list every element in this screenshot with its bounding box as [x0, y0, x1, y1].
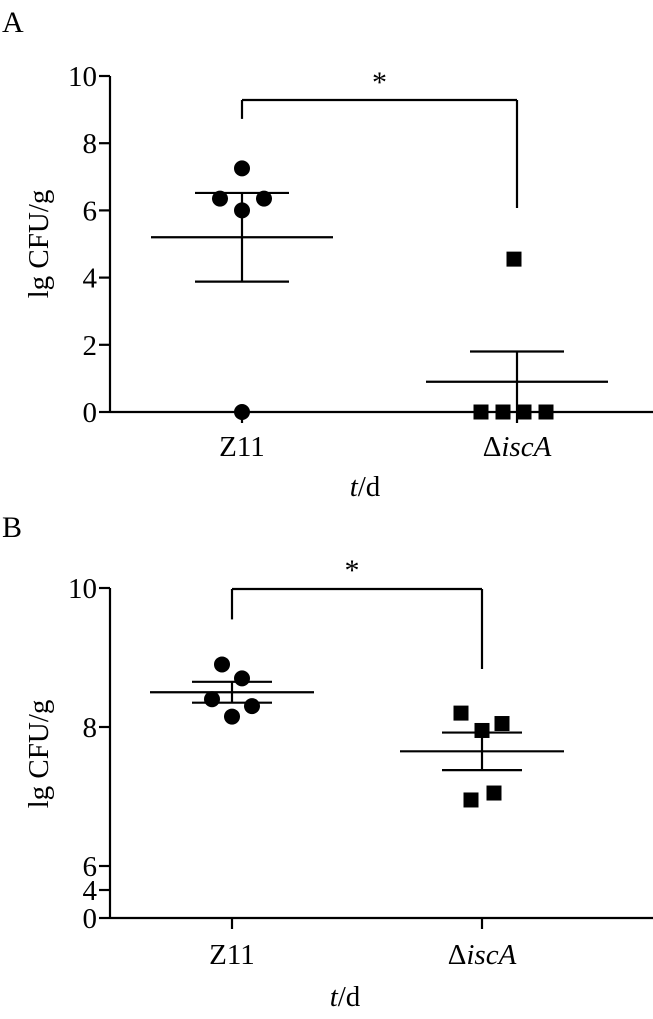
panel-b-data-point-square	[474, 722, 490, 738]
panel-a-category-label-prefix: Z11	[219, 431, 265, 463]
panel-a-y-tick-label: 8	[83, 128, 98, 160]
panel-a-y-tick-label: 0	[83, 397, 98, 429]
panel-b-data-point-circle	[244, 698, 260, 715]
panel-b-data-point-circle	[204, 691, 220, 708]
panel-a-data-point-square	[495, 404, 511, 420]
panel-b-significance-star: *	[345, 554, 360, 587]
panel-b-label: B	[2, 511, 22, 544]
panel-a-y-tick-label: 10	[68, 61, 97, 93]
panel-a-x-axis-title: t/d	[350, 471, 381, 503]
panel-b-x-axis-title-italic: t	[330, 981, 339, 1013]
panel-b-data-point-circle	[224, 708, 240, 725]
panel-b-category-label: Z11	[209, 939, 255, 971]
panel-a-y-tick-label: 6	[83, 195, 98, 227]
panel-b-y-tick-label: 10	[68, 573, 97, 605]
panel-b-x-axis-title-rest: /d	[338, 981, 361, 1013]
panel-b-x-axis-title: t/d	[330, 981, 361, 1013]
panel-a-data-point-circle	[234, 160, 250, 177]
panel-a-data-point-circle	[212, 190, 228, 207]
panel-b-data-point-square	[486, 785, 502, 801]
panel-a-y-tick-label: 4	[83, 263, 98, 295]
panel-a-category-label: Z11	[219, 431, 265, 463]
panel-a-data-point-circle	[234, 202, 250, 219]
panel-b-data-point-square	[453, 705, 469, 721]
panel-b-data-point-square	[463, 792, 479, 808]
panel-b-y-tick-label: 0	[83, 903, 98, 935]
panel-a-data-point-square	[538, 404, 554, 420]
panel-a-x-axis-title-italic: t	[350, 471, 359, 503]
panel-a-data-point-square	[516, 404, 532, 420]
panel-b-y-tick-label: 4	[83, 875, 98, 907]
panel-a-y-tick-label: 2	[83, 330, 98, 362]
panel-a-data-point-circle	[234, 404, 250, 420]
panel-a-significance-star: *	[372, 66, 387, 99]
panel-a-category-label-italic: iscA	[501, 431, 551, 463]
panel-a-label: A	[2, 6, 24, 39]
panel-b-category-label-italic: iscA	[466, 939, 516, 971]
panel-b-y-axis-title: lg CFU/g	[23, 700, 55, 809]
panel-b-data-point-circle	[214, 656, 230, 673]
panel-a-category-label: ΔiscA	[483, 431, 552, 463]
panel-a-data-point-square	[473, 404, 489, 420]
panel-a-x-axis-title-rest: /d	[358, 471, 381, 503]
panel-b-category-label-prefix: Z11	[209, 939, 255, 971]
panel-b-data-point-circle	[234, 670, 250, 687]
panel-a-category-label-prefix: Δ	[483, 431, 502, 463]
panel-a-data-point-circle	[256, 190, 272, 207]
panel-b-category-label-prefix: Δ	[448, 939, 467, 971]
panel-b-category-label: ΔiscA	[448, 939, 517, 971]
panel-a-y-axis-title: lg CFU/g	[23, 190, 55, 299]
panel-b-data-point-square	[494, 716, 510, 732]
panel-a-data-point-square	[506, 251, 522, 267]
panel-b-y-tick-label: 8	[83, 712, 98, 744]
panel-b-y-tick-label: 6	[83, 851, 98, 883]
